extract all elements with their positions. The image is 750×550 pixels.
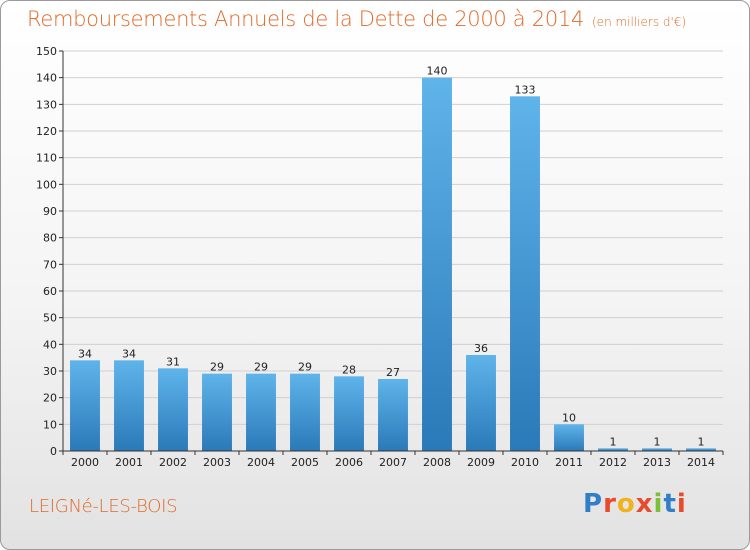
x-tick-label: 2004 (247, 456, 275, 469)
bar (334, 376, 364, 451)
data-label: 27 (386, 366, 400, 379)
logo-letter: P (583, 489, 604, 519)
x-tick-label: 2005 (291, 456, 319, 469)
y-tick-label: 120 (36, 125, 57, 138)
data-label: 133 (515, 83, 536, 96)
y-tick-label: 40 (43, 338, 57, 351)
chart-title-text: Remboursements Annuels de la Dette de 20… (27, 7, 584, 31)
y-tick-label: 130 (36, 98, 57, 111)
data-label: 28 (342, 363, 356, 376)
proxiti-logo: Proxiti (583, 489, 687, 519)
bar (598, 448, 628, 451)
data-label: 29 (298, 361, 312, 374)
x-tick-label: 2002 (159, 456, 187, 469)
data-label: 34 (122, 347, 136, 360)
y-tick-label: 110 (36, 152, 57, 165)
bar (466, 355, 496, 451)
x-tick-label: 2007 (379, 456, 407, 469)
x-tick-label: 2001 (115, 456, 143, 469)
data-label: 29 (254, 361, 268, 374)
bar (642, 448, 672, 451)
x-axis-ticks: 2000 2001 2002 2003 2004 2005 2006 2007 2008 2009… (62, 451, 724, 469)
y-tick-label: 150 (36, 45, 57, 58)
y-tick-label: 60 (43, 285, 57, 298)
bars (70, 77, 716, 452)
x-tick-label: 2010 (511, 456, 539, 469)
bar (246, 373, 276, 451)
y-tick-label: 30 (43, 365, 57, 378)
bar (114, 360, 144, 451)
bar (290, 373, 320, 451)
y-axis-ticks: 0 10 20 30 40 50 60 70 80 90 100 110 120 130 140 150 (36, 45, 63, 458)
bar (686, 448, 716, 451)
bar (202, 373, 232, 451)
x-tick-label: 2011 (555, 456, 583, 469)
x-tick-label: 2000 (71, 456, 99, 469)
x-tick-label: 2006 (335, 456, 363, 469)
x-tick-label: 2008 (423, 456, 451, 469)
commune-name: LEIGNé-LES-BOIS (29, 496, 178, 517)
y-tick-label: 80 (43, 232, 57, 245)
y-tick-label: 10 (43, 418, 57, 431)
bar (158, 368, 188, 451)
bar (70, 360, 100, 451)
data-label: 31 (166, 355, 180, 368)
y-tick-label: 140 (36, 72, 57, 85)
y-tick-label: 50 (43, 312, 57, 325)
data-label: 36 (474, 342, 488, 355)
x-tick-label: 2013 (643, 456, 671, 469)
data-label: 34 (78, 347, 92, 360)
bar (378, 379, 408, 451)
logo-letter: o (616, 489, 636, 519)
data-label: 1 (654, 435, 661, 448)
y-tick-label: 90 (43, 205, 57, 218)
chart-subtitle: (en milliers d'€) (592, 15, 687, 29)
y-tick-label: 70 (43, 258, 57, 271)
chart-title: Remboursements Annuels de la Dette de 20… (27, 7, 686, 31)
data-labels: 34 34 31 29 29 29 28 27 140 36 133 10 1 1 1 (78, 65, 705, 449)
x-tick-label: 2012 (599, 456, 627, 469)
data-label: 29 (210, 361, 224, 374)
logo-letter: t (663, 489, 677, 519)
x-tick-label: 2014 (687, 456, 715, 469)
bar (510, 96, 540, 451)
data-label: 1 (610, 435, 617, 448)
logo-letter: i (676, 489, 687, 519)
x-tick-label: 2003 (203, 456, 231, 469)
y-tick-label: 0 (50, 445, 57, 458)
y-tick-label: 20 (43, 392, 57, 405)
data-label: 140 (427, 65, 448, 78)
data-label: 10 (562, 411, 576, 424)
logo-letter: i (653, 489, 664, 519)
logo-letter: r (603, 489, 617, 519)
x-tick-label: 2009 (467, 456, 495, 469)
bar (422, 77, 452, 452)
y-tick-label: 100 (36, 178, 57, 191)
logo-letter: x (635, 489, 654, 519)
bar (554, 424, 584, 451)
data-label: 1 (698, 435, 705, 448)
